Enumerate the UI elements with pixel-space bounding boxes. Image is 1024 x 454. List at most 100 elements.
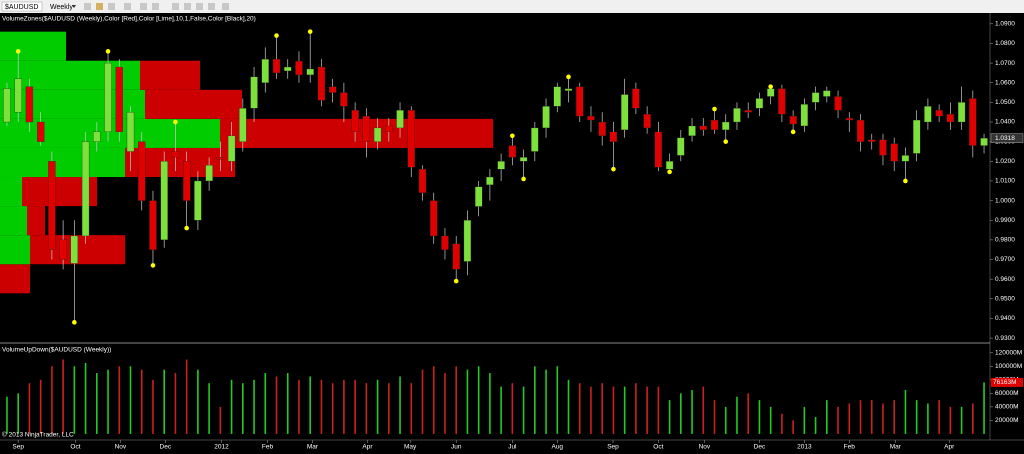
x-tick-label: Mar [890, 444, 902, 451]
y-tick-label: 1.0900 [995, 21, 1015, 28]
candle-body [272, 59, 281, 74]
x-tick-label: Jun [451, 444, 462, 451]
candle-body [632, 88, 640, 109]
candle-body [879, 139, 887, 156]
x-tick-label: Aug [551, 444, 563, 451]
price-panel-title: VolumeZones($AUDUSD (Weekly),Color [Red]… [2, 16, 256, 23]
swing-marker [274, 33, 279, 38]
tool-icon[interactable] [208, 3, 215, 10]
x-tick-label: Sep [12, 444, 24, 451]
y-tick-label: 0.9500 [995, 296, 1015, 303]
tool-icon[interactable] [152, 3, 159, 10]
x-tick-label: Jul [508, 444, 517, 451]
candle-body [486, 176, 494, 186]
candle-body [81, 141, 90, 237]
candle-body [722, 121, 730, 131]
tool-icon[interactable] [96, 3, 103, 10]
candle-body [508, 145, 517, 158]
tool-icon[interactable] [108, 3, 115, 10]
swing-marker [173, 119, 178, 125]
candle-body [59, 239, 67, 260]
candle-body [800, 104, 809, 127]
candle-body [317, 66, 326, 101]
candle-body [171, 151, 180, 158]
y-tick-label: 0.9600 [995, 276, 1015, 283]
y-tick-label: 0.9900 [995, 217, 1015, 224]
candle-body [160, 161, 168, 241]
candle-body [25, 86, 34, 123]
candle-body [216, 157, 224, 160]
candle-body [868, 139, 876, 142]
interval[interactable]: Weekly [50, 4, 73, 11]
candle-body [306, 68, 314, 76]
symbol[interactable]: $AUDUSD [5, 4, 38, 11]
candle-body [710, 119, 719, 131]
candle-body [126, 112, 135, 152]
y-tick-label: 100000M [995, 363, 1022, 370]
candle-body [890, 143, 898, 162]
candle-body [621, 94, 629, 131]
tool-icon[interactable] [222, 3, 229, 10]
tool-icon[interactable] [184, 3, 191, 10]
candle-body [598, 121, 606, 136]
y-tick-label: 0.9300 [995, 335, 1015, 342]
zone-up [0, 177, 22, 207]
x-tick-label: May [404, 444, 417, 451]
candle-body [452, 243, 460, 270]
candle-body [138, 141, 146, 201]
candle-body [362, 115, 371, 142]
candle-body [463, 220, 472, 262]
candle-body [688, 125, 696, 136]
x-tick-label: Apr [362, 444, 373, 451]
zone-up [0, 235, 30, 265]
candle-body [183, 161, 191, 201]
zone-down [145, 89, 242, 119]
tool-icon[interactable] [172, 3, 179, 10]
y-tick-label: 60000M [995, 390, 1019, 397]
swing-marker [521, 176, 526, 182]
candle-body [553, 86, 561, 107]
symbol-box[interactable] [1, 1, 43, 12]
candle-body [441, 235, 449, 250]
candle-body [519, 157, 528, 162]
last-volume-box [991, 377, 1023, 387]
toolbar-bg [0, 0, 1024, 13]
candle-body [250, 76, 258, 109]
candle-body [385, 125, 393, 132]
toolbar: $AUDUSD Weekly [0, 0, 1024, 13]
candle-body [699, 125, 707, 131]
candle-body [913, 119, 921, 154]
swing-marker [723, 139, 729, 144]
tool-icon[interactable] [196, 3, 203, 10]
swing-marker [307, 29, 313, 34]
tool-icon[interactable] [140, 3, 147, 10]
swing-marker [566, 74, 571, 80]
candle-body [924, 106, 932, 123]
x-tick-label: Sep [607, 444, 619, 451]
candle-body [430, 200, 438, 237]
zone-down [0, 264, 30, 294]
y-tick-label: 1.0200 [995, 158, 1015, 165]
tool-icon[interactable] [84, 3, 91, 10]
candle-body [665, 161, 674, 170]
candle-body [497, 161, 505, 170]
candle-body [935, 110, 943, 117]
candle-body [811, 92, 820, 103]
candle-body [767, 88, 775, 97]
last-volume-label: 76163M [993, 379, 1017, 386]
y-tick-label: 0.9800 [995, 237, 1015, 244]
candle-body [744, 110, 752, 113]
dropdown-arrow[interactable] [72, 5, 76, 8]
y-tick-label: 0.9400 [995, 315, 1015, 322]
swing-marker [712, 106, 717, 112]
candle-body [654, 131, 663, 168]
x-tick-label: Oct [653, 444, 663, 451]
candle-body [329, 86, 337, 93]
tool-icon[interactable] [124, 3, 131, 10]
candle-body [564, 88, 573, 91]
candle-body [205, 165, 213, 182]
swing-marker [903, 178, 908, 184]
candle-body [407, 110, 415, 168]
x-tick-label: 2012 [214, 444, 229, 451]
y-tick-label: 1.0000 [995, 197, 1015, 204]
